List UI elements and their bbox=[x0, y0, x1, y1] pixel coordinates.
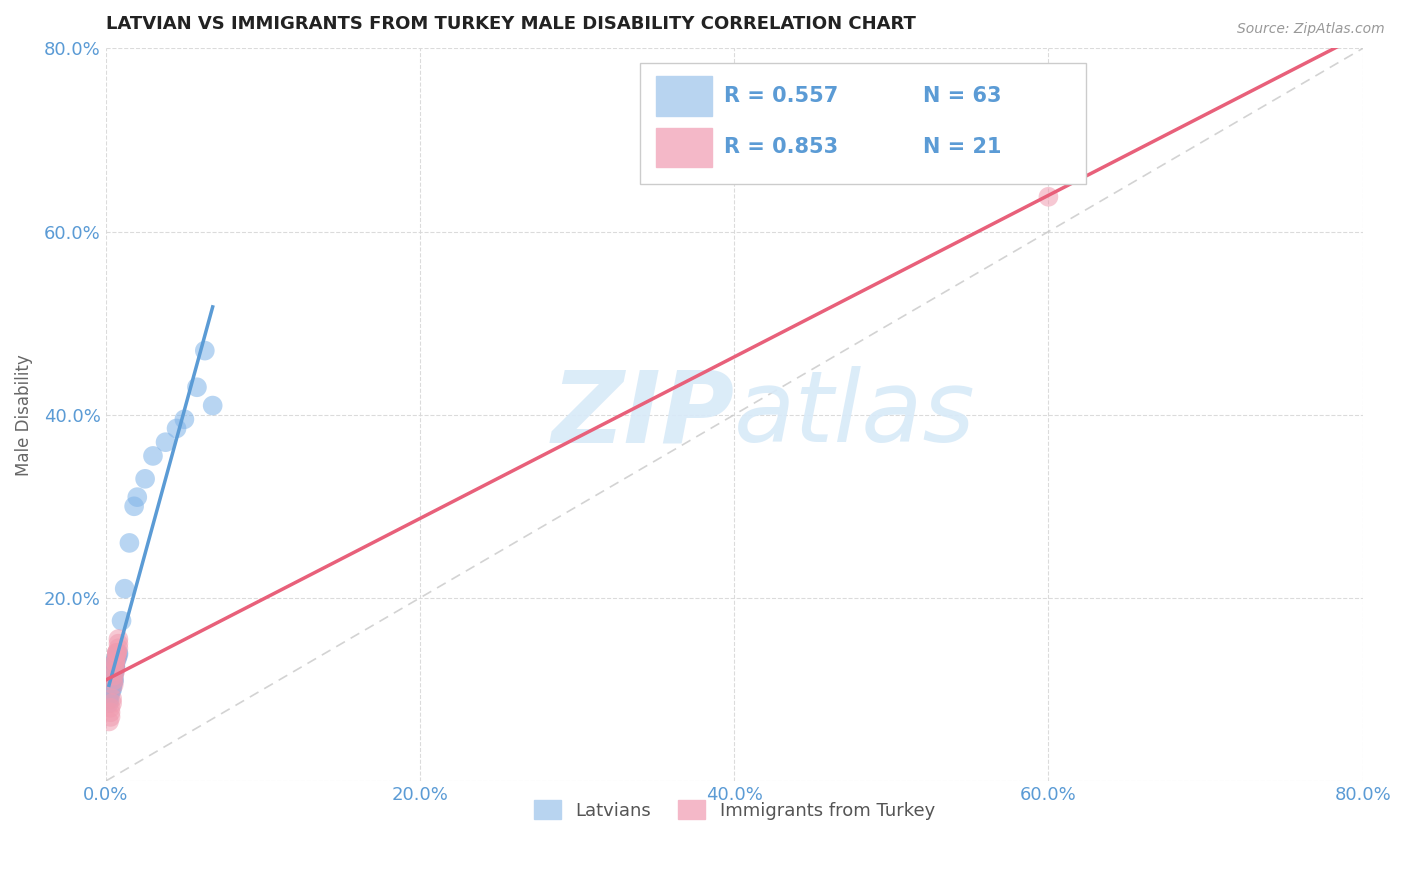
Point bbox=[105, 646, 128, 660]
Point bbox=[101, 673, 124, 688]
Point bbox=[98, 684, 121, 698]
Point bbox=[114, 582, 136, 596]
Point bbox=[118, 536, 141, 550]
Text: LATVIAN VS IMMIGRANTS FROM TURKEY MALE DISABILITY CORRELATION CHART: LATVIAN VS IMMIGRANTS FROM TURKEY MALE D… bbox=[105, 15, 915, 33]
Point bbox=[107, 648, 129, 662]
Point bbox=[103, 664, 125, 678]
Point bbox=[101, 691, 124, 706]
Point bbox=[104, 655, 127, 669]
Point bbox=[100, 684, 122, 698]
Point bbox=[100, 684, 122, 698]
Point bbox=[103, 662, 125, 676]
Point bbox=[101, 672, 124, 686]
Point bbox=[100, 687, 122, 701]
Text: N = 21: N = 21 bbox=[922, 137, 1001, 157]
Point bbox=[107, 641, 129, 656]
Point bbox=[98, 691, 121, 706]
Point bbox=[105, 650, 128, 665]
Point bbox=[103, 669, 125, 683]
Point bbox=[155, 435, 177, 450]
Legend: Latvians, Immigrants from Turkey: Latvians, Immigrants from Turkey bbox=[526, 793, 942, 827]
Point bbox=[100, 680, 122, 694]
Text: Source: ZipAtlas.com: Source: ZipAtlas.com bbox=[1237, 22, 1385, 37]
Point bbox=[101, 676, 124, 690]
Point bbox=[101, 672, 124, 686]
Point bbox=[100, 682, 122, 697]
Point bbox=[98, 696, 121, 710]
Point bbox=[104, 659, 127, 673]
Point bbox=[166, 421, 188, 435]
Point bbox=[142, 449, 165, 463]
Point bbox=[107, 646, 129, 660]
Point bbox=[98, 714, 121, 729]
Point bbox=[100, 710, 122, 724]
Point bbox=[107, 637, 129, 651]
Point bbox=[100, 682, 122, 697]
Point bbox=[104, 653, 127, 667]
Point bbox=[100, 681, 122, 695]
Point bbox=[103, 669, 125, 683]
Point bbox=[107, 632, 129, 646]
Point bbox=[103, 665, 125, 680]
Point bbox=[173, 412, 195, 426]
Point bbox=[104, 657, 127, 671]
FancyBboxPatch shape bbox=[640, 63, 1085, 184]
Point bbox=[100, 706, 122, 720]
Point bbox=[103, 675, 125, 690]
Point bbox=[103, 673, 125, 688]
Point bbox=[103, 664, 125, 678]
Point bbox=[103, 665, 125, 680]
Text: R = 0.557: R = 0.557 bbox=[724, 86, 838, 106]
Text: atlas: atlas bbox=[734, 367, 976, 463]
Point bbox=[104, 659, 127, 673]
Text: ZIP: ZIP bbox=[551, 367, 734, 463]
Point bbox=[186, 380, 208, 394]
Point bbox=[98, 693, 121, 707]
Point bbox=[101, 681, 124, 695]
Point bbox=[105, 646, 128, 660]
FancyBboxPatch shape bbox=[657, 77, 711, 116]
Point bbox=[134, 472, 156, 486]
Point bbox=[103, 665, 125, 680]
FancyBboxPatch shape bbox=[657, 128, 711, 167]
Point bbox=[122, 500, 145, 514]
Point bbox=[194, 343, 217, 358]
Text: R = 0.853: R = 0.853 bbox=[724, 137, 838, 157]
Point bbox=[105, 652, 128, 666]
Point bbox=[1038, 190, 1060, 204]
Point bbox=[98, 687, 121, 701]
Point bbox=[104, 655, 127, 669]
Point bbox=[104, 655, 127, 669]
Point bbox=[127, 490, 149, 504]
Point bbox=[104, 657, 127, 671]
Point bbox=[101, 678, 124, 692]
Point bbox=[104, 655, 127, 669]
Point bbox=[105, 646, 128, 660]
Point bbox=[201, 399, 224, 413]
Y-axis label: Male Disability: Male Disability bbox=[15, 354, 32, 475]
Point bbox=[103, 673, 125, 688]
Point bbox=[104, 659, 127, 673]
Point bbox=[103, 671, 125, 685]
Point bbox=[101, 678, 124, 692]
Point bbox=[101, 673, 124, 688]
Point bbox=[105, 650, 128, 665]
Text: N = 63: N = 63 bbox=[922, 86, 1001, 106]
Point bbox=[100, 678, 122, 692]
Point bbox=[110, 614, 132, 628]
Point bbox=[103, 678, 125, 692]
Point bbox=[98, 687, 121, 701]
Point bbox=[104, 661, 127, 675]
Point bbox=[100, 682, 122, 697]
Point bbox=[105, 648, 128, 662]
Point bbox=[100, 700, 122, 714]
Point bbox=[103, 673, 125, 688]
Point bbox=[101, 696, 124, 710]
Point bbox=[104, 664, 127, 678]
Point bbox=[105, 650, 128, 665]
Point bbox=[101, 682, 124, 697]
Point bbox=[104, 659, 127, 673]
